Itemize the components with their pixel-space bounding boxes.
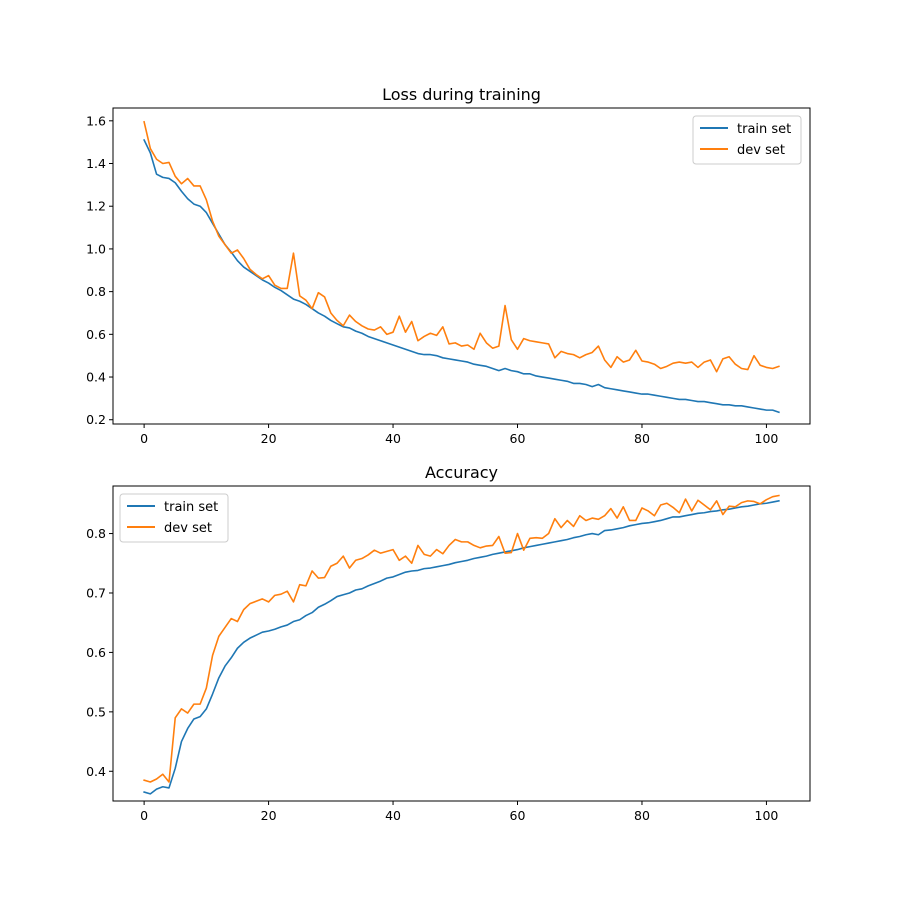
accuracy-y-axis-ticks: 0.4 0.5 0.6 0.7 0.8 <box>86 526 113 779</box>
loss-series-line-dev <box>143 120 780 373</box>
accuracy-x-tick-label: 60 <box>510 808 526 823</box>
accuracy-y-tick-label: 0.8 <box>86 526 106 541</box>
loss-y-axis-ticks: 0.2 0.4 0.6 0.8 1.0 1.2 1.4 1.6 <box>86 113 113 427</box>
accuracy-legend: train set dev set <box>119 493 229 543</box>
loss-y-tick-label: 1.2 <box>86 199 106 214</box>
loss-y-tick-label: 1.6 <box>86 113 106 128</box>
loss-y-tick-label: 0.4 <box>86 370 106 385</box>
accuracy-y-tick-label: 0.7 <box>86 585 106 600</box>
loss-x-tick-label: 80 <box>634 431 650 446</box>
accuracy-chart-title: Accuracy <box>425 463 498 482</box>
loss-y-tick-label: 1.0 <box>86 241 106 256</box>
loss-series-line-train <box>143 138 780 414</box>
loss-legend: train set dev set <box>692 115 802 165</box>
accuracy-series-line-dev <box>143 494 780 783</box>
accuracy-plot-frame <box>112 485 811 802</box>
loss-x-tick-label: 0 <box>140 431 148 446</box>
loss-y-tick-label: 0.6 <box>86 327 106 342</box>
accuracy-series-line-train <box>143 499 780 795</box>
accuracy-x-tick-label: 20 <box>261 808 277 823</box>
accuracy-y-tick-label: 0.4 <box>86 764 106 779</box>
loss-y-tick-label: 0.2 <box>86 412 106 427</box>
accuracy-y-tick-label: 0.6 <box>86 645 106 660</box>
loss-chart-title: Loss during training <box>382 85 541 104</box>
loss-x-axis-ticks: 0 20 40 60 80 100 <box>140 424 778 446</box>
accuracy-x-tick-label: 100 <box>755 808 779 823</box>
loss-series-layer <box>143 120 780 414</box>
accuracy-x-tick-label: 40 <box>385 808 401 823</box>
accuracy-y-tick-label: 0.5 <box>86 704 106 719</box>
accuracy-x-tick-label: 0 <box>140 808 148 823</box>
loss-x-tick-label: 20 <box>261 431 277 446</box>
loss-x-tick-label: 40 <box>385 431 401 446</box>
loss-legend-label-train: train set <box>737 122 791 137</box>
accuracy-legend-label-train: train set <box>164 500 218 515</box>
loss-chart: Loss during training 0 20 40 60 80 100 0.2 0.4… <box>86 85 811 446</box>
accuracy-series-layer <box>143 494 780 795</box>
accuracy-chart: Accuracy 0 20 40 60 80 100 0.4 0.5 0.6 0.7 0.8 tr… <box>86 463 811 823</box>
loss-plot-frame <box>112 107 811 425</box>
accuracy-x-axis-ticks: 0 20 40 60 80 100 <box>140 801 778 823</box>
loss-y-tick-label: 0.8 <box>86 284 106 299</box>
accuracy-x-tick-label: 80 <box>634 808 650 823</box>
loss-x-tick-label: 60 <box>510 431 526 446</box>
loss-y-tick-label: 1.4 <box>86 156 106 171</box>
accuracy-legend-label-dev: dev set <box>164 521 212 536</box>
loss-x-tick-label: 100 <box>755 431 779 446</box>
loss-legend-label-dev: dev set <box>737 143 785 158</box>
